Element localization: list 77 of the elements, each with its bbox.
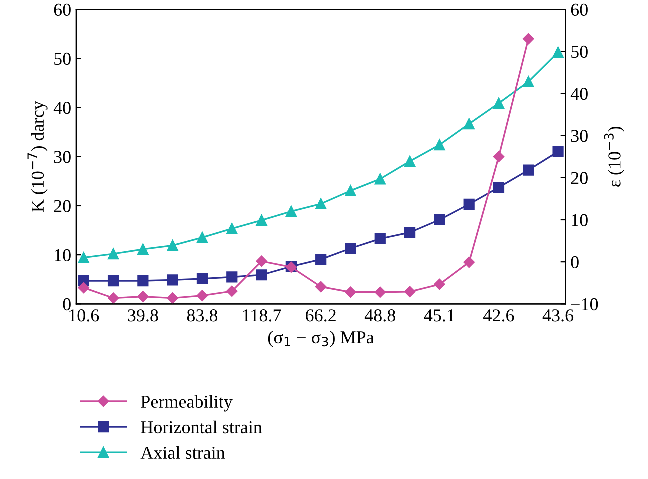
y-tick-label: 20 [54,200,71,212]
y-tick-label: 50 [54,52,71,66]
x-tick-label: 10.6 [70,310,100,322]
point [404,227,416,238]
point [374,286,386,298]
y2-tick-label: −10 [571,298,598,311]
point [108,275,120,287]
y2-tick-label: 30 [571,130,588,142]
point [78,282,90,294]
point [167,274,178,286]
y2-tick-label: 40 [570,88,588,100]
point [434,140,446,151]
y2-tick-label: 0 [571,256,579,269]
y-tick-label: 30 [54,151,71,164]
x-tick-label: 118.7 [243,310,282,322]
point [256,270,268,281]
point [226,223,238,234]
y-axis-title: K (10$^{−7}$) darcy [28,101,48,212]
y2-axis-title: ε (10$^{−3}$) [604,126,624,187]
point [108,248,120,260]
point [226,286,238,298]
y-tick-label: 10 [55,249,71,262]
point [316,254,327,266]
point [108,292,120,304]
x-tick-label: 39.8 [128,310,158,322]
point [345,286,356,298]
legend-label: Axial strain [140,446,226,460]
y-tick-label: 0 [63,298,71,311]
point [256,256,268,268]
point [404,156,416,168]
point [138,244,149,256]
x-tick-label: 66.2 [306,310,336,322]
point [523,33,534,45]
point [464,256,475,268]
x-tick-label: 42.6 [484,310,514,322]
point [345,243,356,254]
y2-tick-label: 10 [572,214,588,226]
point [464,198,475,210]
point [316,198,327,210]
point [78,252,90,264]
point [404,286,416,298]
point [493,182,505,194]
point [493,151,505,162]
point [196,232,208,244]
point [523,164,534,176]
x-axis-title: (σ$_{1}$ − σ$_{3}$) MPa [268,330,374,348]
point [552,146,564,158]
legend-label: Horizontal strain [141,420,262,434]
point [138,291,149,302]
point [345,185,356,197]
point [523,76,534,88]
point [286,206,297,218]
point [315,281,327,293]
point [196,290,208,302]
point [167,292,178,304]
point [374,233,386,244]
point [196,273,208,284]
point [552,46,564,58]
y-tick-label: 60 [54,4,71,16]
legend-label: Permeability [141,395,233,412]
point [434,214,446,226]
x-tick-label: 48.8 [364,310,396,322]
point [464,118,475,130]
point [256,214,268,226]
point [138,275,149,287]
x-tick-label: 83.8 [187,310,218,322]
y2-tick-label: 50 [572,46,588,58]
y2-tick-label: 20 [571,172,588,184]
x-tick-label: 45.1 [424,310,454,322]
point [167,240,178,252]
point [434,278,446,290]
x-tick-label: 43.6 [542,310,574,322]
y2-tick-label: 60 [571,4,588,16]
point [493,98,505,109]
y-tick-label: 40 [54,102,71,114]
point [226,272,238,283]
point [374,174,386,185]
